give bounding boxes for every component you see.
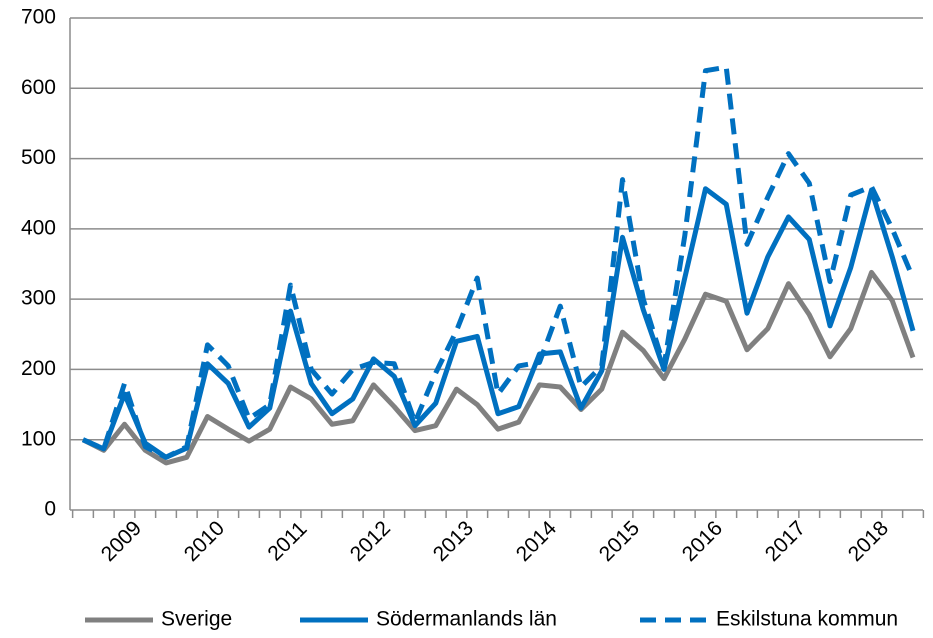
x-tick-label: 2013	[429, 517, 478, 566]
x-tick-label: 2012	[346, 517, 395, 566]
x-tick-label: 2018	[844, 517, 893, 566]
legend-label: Södermanlands län	[376, 608, 557, 631]
legend-label: Sverige	[161, 608, 232, 631]
series-line	[81, 186, 916, 460]
y-tick-label: 600	[21, 76, 56, 99]
x-tick-label: 2015	[595, 517, 644, 566]
legend-label: Eskilstuna kommun	[716, 608, 898, 631]
series-line	[81, 269, 916, 466]
series-line	[81, 64, 916, 460]
x-tick-label: 2011	[263, 517, 311, 565]
y-tick-label: 200	[21, 357, 56, 380]
y-tick-label: 500	[21, 146, 56, 169]
x-tick-label: 2014	[512, 516, 562, 566]
y-tick-label: 700	[21, 6, 56, 29]
x-tick-label: 2009	[97, 517, 146, 566]
y-tick-label: 100	[21, 427, 56, 450]
y-tick-label: 300	[21, 287, 56, 310]
x-tick-label: 2010	[180, 517, 229, 566]
x-tick-label: 2016	[678, 517, 727, 566]
y-tick-label: 400	[21, 216, 56, 239]
x-tick-label: 2017	[761, 517, 810, 566]
y-tick-label: 0	[44, 498, 56, 521]
